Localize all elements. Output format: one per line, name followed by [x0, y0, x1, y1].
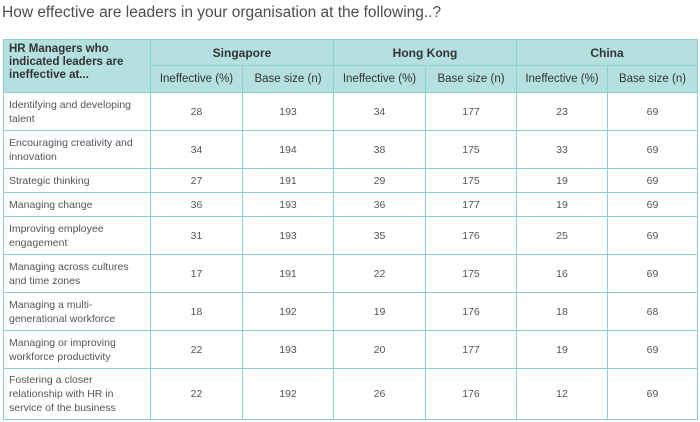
cell-ineffective-pct: 12	[516, 368, 608, 420]
row-label: Managing a multi-generational workforce	[3, 292, 151, 331]
corner-header: HR Managers who indicated leaders are in…	[3, 39, 151, 93]
cell-base-size: 176	[425, 368, 517, 420]
survey-table: HR Managers who indicated leaders are in…	[3, 39, 698, 420]
header-row-metrics: Ineffective (%) Base size (n) Ineffectiv…	[4, 65, 698, 93]
cell-ineffective-pct: 19	[516, 168, 608, 193]
cell-base-size: 69	[607, 92, 698, 131]
cell-ineffective-pct: 25	[516, 216, 608, 255]
cell-ineffective-pct: 29	[333, 168, 426, 193]
cell-ineffective-pct: 19	[516, 330, 608, 369]
row-label: Managing or improving workforce producti…	[3, 330, 151, 369]
table-row: Strategic thinking 27 191 29 175 19 69	[3, 168, 698, 193]
cell-ineffective-pct: 16	[516, 254, 608, 293]
cell-base-size: 192	[242, 292, 334, 331]
cell-base-size: 69	[607, 168, 698, 193]
cell-ineffective-pct: 26	[333, 368, 426, 420]
cell-ineffective-pct: 23	[516, 92, 608, 131]
cell-base-size: 175	[425, 168, 517, 193]
row-label: Identifying and developing talent	[3, 92, 151, 131]
cell-base-size: 192	[242, 368, 334, 420]
cell-base-size: 69	[607, 216, 698, 255]
cell-ineffective-pct: 18	[150, 292, 243, 331]
subheader-base-size: Base size (n)	[242, 65, 334, 93]
country-header-china: China	[516, 39, 698, 66]
table-row: Improving employee engagement 31 193 35 176 2…	[3, 216, 698, 255]
cell-ineffective-pct: 34	[150, 130, 243, 169]
table-body: Identifying and developing talent 28 193 34…	[3, 92, 698, 420]
cell-base-size: 193	[242, 216, 334, 255]
table-row: Managing across cultures and time zones 1…	[3, 254, 698, 293]
cell-ineffective-pct: 20	[333, 330, 426, 369]
cell-ineffective-pct: 22	[150, 330, 243, 369]
cell-base-size: 175	[425, 130, 517, 169]
table-row: Managing change 36 193 36 177 19 69	[3, 192, 698, 217]
cell-base-size: 69	[607, 368, 698, 420]
cell-base-size: 191	[242, 254, 334, 293]
cell-ineffective-pct: 19	[516, 192, 608, 217]
cell-ineffective-pct: 31	[150, 216, 243, 255]
table-row: Encouraging creativity and innovation 34 1…	[3, 130, 698, 169]
country-header-hong-kong: Hong Kong	[333, 39, 517, 66]
row-label: Improving employee engagement	[3, 216, 151, 255]
cell-base-size: 176	[425, 292, 517, 331]
table-row: Managing a multi-generational workforce 1…	[3, 292, 698, 331]
cell-base-size: 175	[425, 254, 517, 293]
cell-base-size: 69	[607, 254, 698, 293]
cell-base-size: 177	[425, 192, 517, 217]
table-row: Managing or improving workforce producti…	[3, 330, 698, 369]
cell-ineffective-pct: 36	[333, 192, 426, 217]
row-label: Managing change	[3, 192, 151, 217]
cell-base-size: 191	[242, 168, 334, 193]
cell-base-size: 69	[607, 130, 698, 169]
subheader-ineffective: Ineffective (%)	[516, 65, 608, 93]
row-label: Managing across cultures and time zones	[3, 254, 151, 293]
table-header: HR Managers who indicated leaders are in…	[3, 39, 698, 93]
table-row: Identifying and developing talent 28 193 34…	[3, 92, 698, 131]
subheader-ineffective: Ineffective (%)	[150, 65, 243, 93]
cell-ineffective-pct: 22	[150, 368, 243, 420]
cell-base-size: 69	[607, 192, 698, 217]
cell-ineffective-pct: 17	[150, 254, 243, 293]
cell-base-size: 177	[425, 92, 517, 131]
page-title: How effective are leaders in your organi…	[2, 4, 442, 21]
table-row: Fostering a closer relationship with HR …	[3, 368, 698, 420]
row-label: Strategic thinking	[3, 168, 151, 193]
subheader-base-size: Base size (n)	[425, 65, 517, 93]
cell-base-size: 177	[425, 330, 517, 369]
cell-ineffective-pct: 36	[150, 192, 243, 217]
subheader-base-size: Base size (n)	[607, 65, 698, 93]
cell-base-size: 69	[607, 330, 698, 369]
cell-ineffective-pct: 22	[333, 254, 426, 293]
row-label: Fostering a closer relationship with HR …	[3, 368, 151, 420]
country-header-singapore: Singapore	[150, 39, 334, 66]
cell-base-size: 193	[242, 192, 334, 217]
cell-base-size: 68	[607, 292, 698, 331]
cell-base-size: 193	[242, 92, 334, 131]
cell-ineffective-pct: 35	[333, 216, 426, 255]
header-row-countries: HR Managers who indicated leaders are in…	[3, 39, 698, 93]
subheader-ineffective: Ineffective (%)	[333, 65, 426, 93]
cell-ineffective-pct: 18	[516, 292, 608, 331]
row-label: Encouraging creativity and innovation	[3, 130, 151, 169]
cell-ineffective-pct: 27	[150, 168, 243, 193]
cell-ineffective-pct: 33	[516, 130, 608, 169]
cell-base-size: 194	[242, 130, 334, 169]
cell-ineffective-pct: 19	[333, 292, 426, 331]
cell-base-size: 176	[425, 216, 517, 255]
cell-base-size: 193	[242, 330, 334, 369]
cell-ineffective-pct: 28	[150, 92, 243, 131]
cell-ineffective-pct: 38	[333, 130, 426, 169]
cell-ineffective-pct: 34	[333, 92, 426, 131]
